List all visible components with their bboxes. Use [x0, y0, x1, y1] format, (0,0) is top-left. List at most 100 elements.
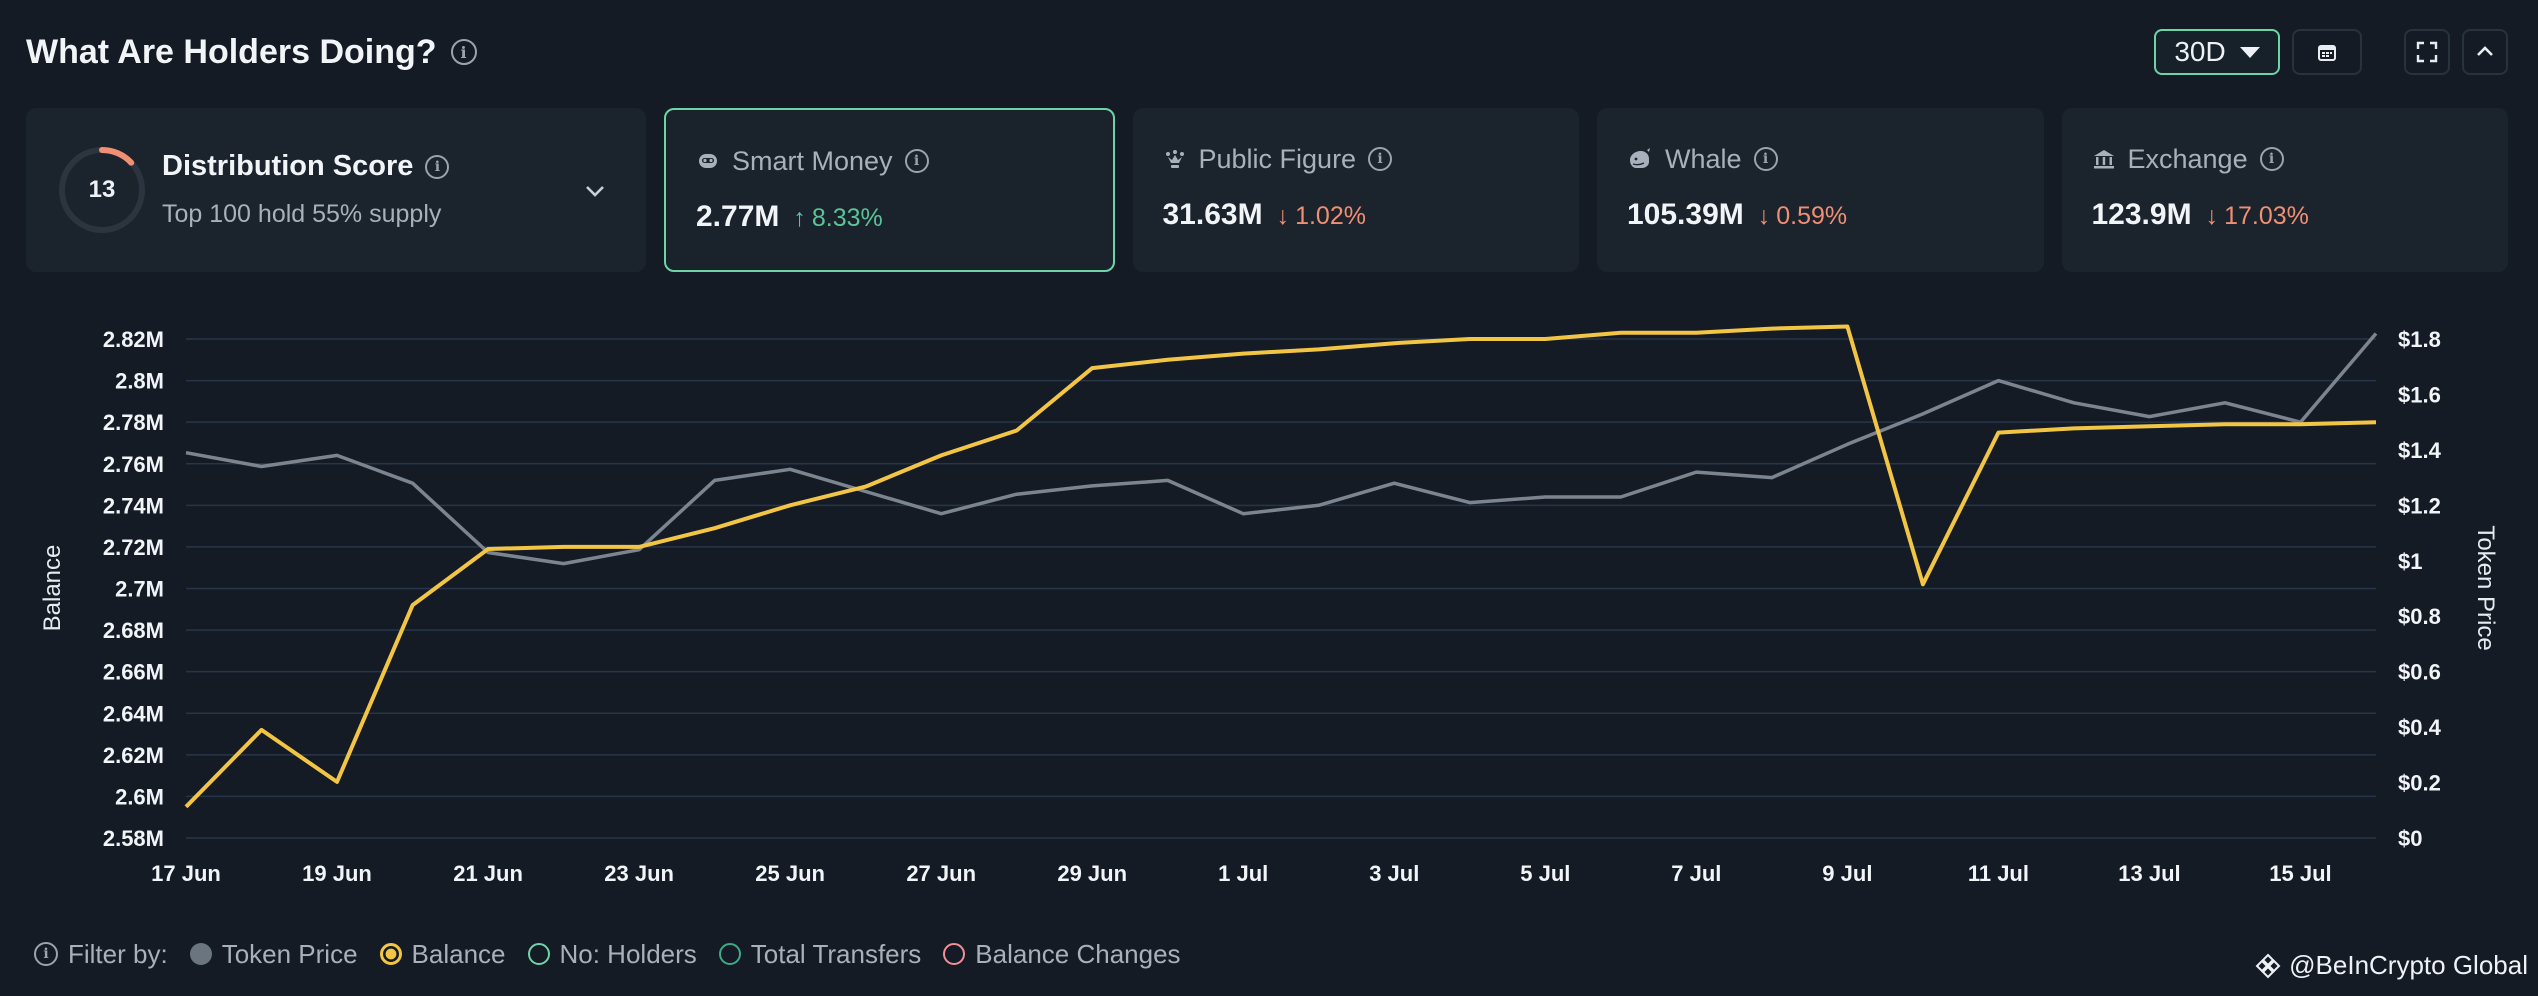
- filter-dot: [943, 943, 966, 965]
- arrow-down-icon: ↓: [1757, 202, 1771, 230]
- y-tick-label: 2.78M: [103, 410, 164, 435]
- metric-card-whale[interactable]: Whale i 105.39M ↓ 0.59%: [1597, 108, 2044, 272]
- distribution-score-title: Distribution Score i: [162, 150, 450, 183]
- chevron-down-icon[interactable]: [582, 178, 608, 204]
- info-icon[interactable]: i: [34, 942, 58, 966]
- header-controls: 30D: [2154, 28, 2508, 76]
- y-tick-label: 2.74M: [103, 493, 164, 518]
- left-axis-ticks: 2.58M 2.6M 2.62M 2.64M 2.66M 2.68M 2.7M 2.72M 2.…: [103, 327, 164, 851]
- y-tick-label: 2.6M: [115, 784, 164, 809]
- expand-icon: [2416, 41, 2438, 63]
- series-line-balance: [184, 324, 2377, 809]
- header: What Are Holders Doing? i: [26, 28, 477, 76]
- y2-tick-label: $1.8: [2398, 327, 2441, 352]
- filter-dot: [189, 943, 212, 965]
- series-line-token-price: [185, 332, 2378, 566]
- x-tick-label: 5 Jul: [1520, 861, 1570, 886]
- filter-row: i Filter by: Token Price Balance No: Hol…: [34, 936, 1203, 972]
- y-tick-label: 2.62M: [103, 743, 164, 768]
- y-tick-label: 2.76M: [103, 452, 164, 477]
- crown-icon: [1163, 147, 1187, 171]
- distribution-score-card[interactable]: 13 Distribution Score i Top 100 hold 55%…: [26, 108, 646, 272]
- metric-value: 31.63M: [1162, 198, 1263, 231]
- right-axis-ticks: $0 $0.2 $0.4 $0.6 $0.8 $1 $1.2 $1.4 $1.6 $1.8: [2398, 327, 2442, 851]
- metric-label: Exchange: [2127, 143, 2248, 174]
- filter-item-label: Total Transfers: [750, 938, 922, 969]
- filter-item-label: No: Holders: [559, 938, 697, 969]
- chart-gridlines: [186, 338, 2376, 839]
- right-axis-title: Token Price: [2472, 525, 2499, 650]
- filter-label: Filter by:: [68, 938, 168, 969]
- y-tick-label: 2.68M: [103, 618, 164, 643]
- page-title: What Are Holders Doing?: [26, 32, 437, 71]
- fullscreen-button[interactable]: [2404, 29, 2450, 75]
- x-tick-label: 17 Jun: [151, 861, 221, 886]
- metric-card-public-figure[interactable]: Public Figure i 31.63M ↓ 1.02%: [1132, 108, 1579, 272]
- distribution-score-label: Distribution Score: [162, 150, 414, 182]
- filter-dot: [718, 943, 741, 965]
- info-icon[interactable]: i: [425, 154, 450, 179]
- collapse-button[interactable]: [2462, 29, 2508, 75]
- watermark-text: @BeInCrypto Global: [2289, 950, 2528, 980]
- y2-tick-label: $0: [2398, 826, 2422, 851]
- x-tick-label: 11 Jul: [1968, 861, 2029, 886]
- metric-value: 123.9M: [2091, 198, 2192, 231]
- filter-total-transfers[interactable]: Total Transfers: [718, 938, 922, 970]
- y-tick-label: 2.64M: [103, 701, 164, 726]
- metric-change: 17.03%: [2224, 202, 2309, 230]
- filter-item-label: Balance Changes: [975, 938, 1181, 969]
- filter-no-holders[interactable]: No: Holders: [527, 938, 697, 970]
- metric-change: 0.59%: [1776, 202, 1848, 230]
- info-icon[interactable]: i: [1368, 147, 1393, 171]
- metric-card-exchange[interactable]: Exchange i 123.9M ↓ 17.03%: [2061, 108, 2508, 272]
- metric-cards: 13 Distribution Score i Top 100 hold 55%…: [26, 108, 2508, 272]
- info-icon[interactable]: i: [450, 39, 477, 65]
- info-icon[interactable]: i: [2259, 147, 2284, 171]
- filter-token-price[interactable]: Token Price: [189, 938, 358, 970]
- x-tick-label: 15 Jul: [2269, 861, 2331, 886]
- metric-label: Public Figure: [1198, 143, 1357, 174]
- info-icon[interactable]: i: [1753, 147, 1778, 171]
- whale-icon: [1627, 146, 1653, 172]
- x-tick-label: 29 Jun: [1057, 861, 1127, 886]
- y2-tick-label: $1.4: [2398, 438, 2442, 463]
- y-tick-label: 2.7M: [115, 577, 164, 602]
- x-tick-label: 13 Jul: [2118, 861, 2180, 886]
- filter-balance[interactable]: Balance: [379, 938, 506, 970]
- y2-tick-label: $1: [2398, 549, 2422, 574]
- chevron-up-icon: [2477, 46, 2493, 56]
- distribution-score-subtitle: Top 100 hold 55% supply: [162, 200, 442, 228]
- caret-down-icon: [2239, 46, 2260, 58]
- calendar-button[interactable]: [2292, 29, 2362, 75]
- metric-card-smart-money[interactable]: Smart Money i 2.77M ↑ 8.33%: [664, 108, 1115, 272]
- distribution-score-value: 13: [88, 176, 116, 203]
- holders-chart[interactable]: 2.58M 2.6M 2.62M 2.64M 2.66M 2.68M 2.7M 2.72M 2.…: [0, 300, 2538, 900]
- y-tick-label: 2.66M: [103, 660, 164, 685]
- y2-tick-label: $0.4: [2398, 715, 2442, 740]
- y-tick-label: 2.72M: [103, 535, 164, 560]
- left-axis-title: Balance: [39, 545, 66, 632]
- arrow-down-icon: ↓: [2205, 202, 2219, 230]
- time-range-dropdown[interactable]: 30D: [2154, 29, 2280, 75]
- x-tick-label: 1 Jul: [1218, 861, 1268, 886]
- y2-tick-label: $1.6: [2398, 382, 2441, 407]
- x-tick-label: 9 Jul: [1822, 861, 1872, 886]
- y-tick-label: 2.58M: [103, 826, 164, 851]
- y2-tick-label: $0.6: [2398, 660, 2441, 685]
- calendar-icon: [2318, 45, 2336, 61]
- y-tick-label: 2.82M: [103, 327, 164, 352]
- y-tick-label: 2.8M: [115, 369, 164, 394]
- metric-change: 8.33%: [811, 204, 883, 232]
- filter-dot: [379, 943, 402, 965]
- filter-item-label: Balance: [411, 938, 506, 969]
- filter-balance-changes[interactable]: Balance Changes: [943, 938, 1181, 970]
- x-tick-label: 21 Jun: [453, 861, 523, 886]
- filter-dot: [527, 943, 550, 965]
- metric-value: 105.39M: [1627, 198, 1744, 231]
- bank-icon: [2092, 147, 2116, 171]
- info-icon[interactable]: i: [904, 149, 929, 173]
- y2-tick-label: $0.2: [2398, 771, 2441, 796]
- arrow-down-icon: ↓: [1276, 202, 1290, 230]
- filter-item-label: Token Price: [221, 938, 358, 969]
- robot-icon: [696, 149, 720, 173]
